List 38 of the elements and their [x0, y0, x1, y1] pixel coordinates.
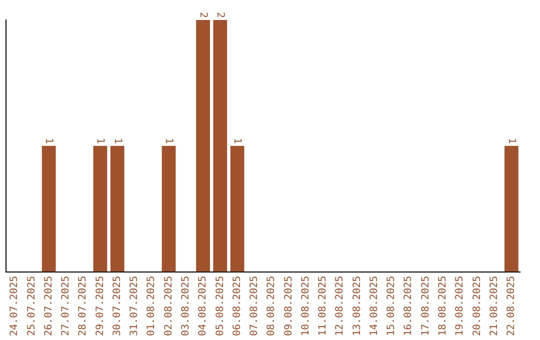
x-tick-label: 26.07.2025	[43, 276, 54, 336]
x-tick-label: 12.08.2025	[334, 276, 346, 336]
x-tick-label: 13.08.2025	[352, 276, 363, 336]
data-label: 1	[163, 138, 174, 144]
x-tick-label: 16.08.2025	[403, 276, 414, 336]
data-label: 1	[232, 138, 243, 144]
data-label: 1	[94, 138, 106, 144]
x-tick-label: 25.07.2025	[26, 276, 38, 336]
x-tick-label: 24.07.2025	[9, 276, 20, 336]
x-tick-label: 28.07.2025	[78, 276, 89, 336]
x-tick-label: 29.07.2025	[94, 276, 106, 336]
x-tick-label: 22.08.2025	[506, 276, 518, 336]
data-label: 1	[506, 138, 517, 144]
x-tick-label: 08.08.2025	[266, 276, 278, 336]
x-tick-label: 01.08.2025	[146, 276, 158, 336]
x-tick-label: 31.07.2025	[129, 276, 140, 336]
x-tick-label: 19.08.2025	[454, 276, 466, 336]
x-tick-label: 05.08.2025	[214, 276, 226, 336]
x-tick-label: 18.08.2025	[437, 276, 448, 336]
x-tick-label: 20.08.2025	[472, 276, 483, 336]
x-tick-label: 21.08.2025	[488, 276, 500, 336]
x-tick-label: 02.08.2025	[163, 276, 174, 336]
x-tick-label: 30.07.2025	[112, 276, 123, 336]
x-tick-label: 03.08.2025	[180, 276, 192, 336]
x-tick-label: 15.08.2025	[386, 276, 398, 336]
data-label: 1	[43, 138, 54, 144]
x-tick-label: 14.08.2025	[368, 276, 380, 336]
x-tick-label: 09.08.2025	[283, 276, 294, 336]
x-tick-label: 27.07.2025	[60, 276, 72, 336]
x-tick-label: 06.08.2025	[232, 276, 243, 336]
x-tick-label: 11.08.2025	[318, 276, 329, 336]
x-tick-label: 07.08.2025	[249, 276, 260, 336]
x-tick-label: 04.08.2025	[198, 276, 209, 336]
data-label: 1	[112, 138, 123, 144]
data-label: 2	[197, 12, 208, 18]
x-tick-label: 17.08.2025	[420, 276, 432, 336]
x-tick-label: 10.08.2025	[300, 276, 312, 336]
data-label: 2	[214, 12, 226, 18]
